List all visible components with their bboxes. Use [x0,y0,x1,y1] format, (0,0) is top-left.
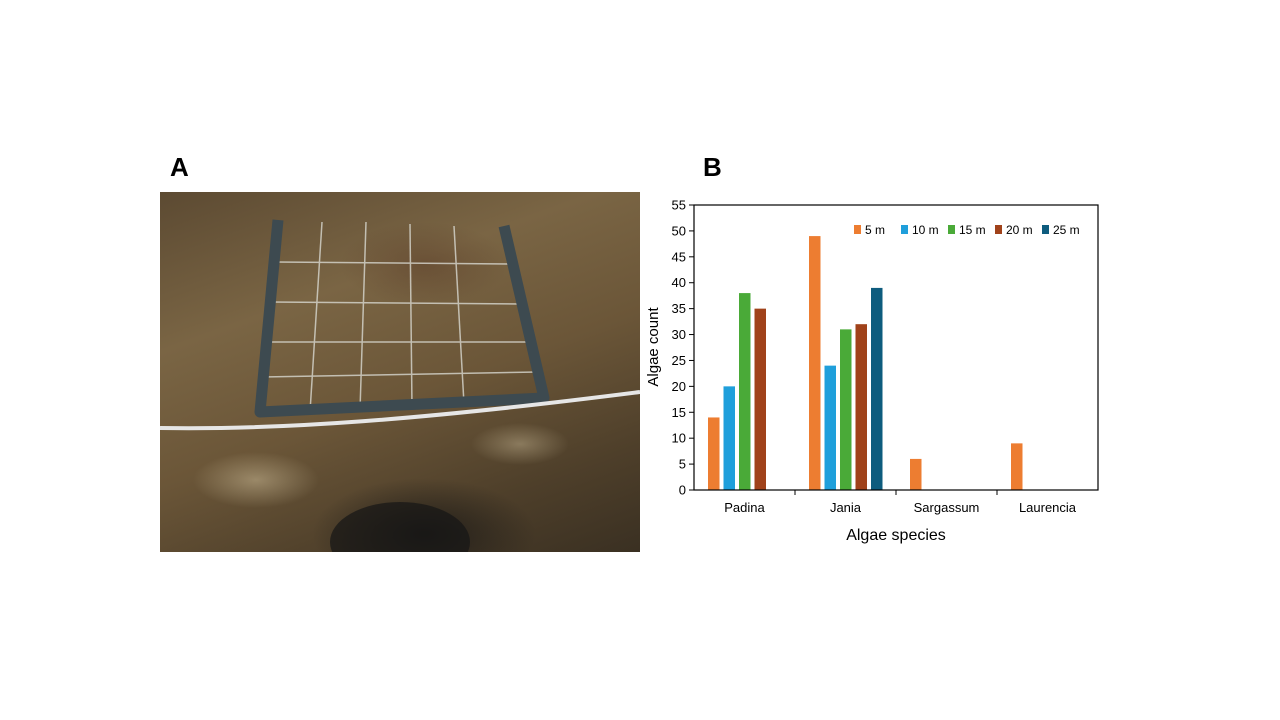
bar-jania-10m [824,365,836,490]
bar-padina-15m [739,293,751,490]
x-tick-label: Sargassum [914,500,980,515]
x-axis-label: Algae species [846,527,946,544]
y-axis-label: Algae count [645,307,662,387]
algae-bar-chart: 0 5 10 15 20 25 30 35 40 45 50 55 Padina Jania Sargas… [645,198,1099,544]
legend-label: 5 m [865,223,885,237]
legend-label: 20 m [1006,223,1033,237]
y-tick-label: 20 [672,379,686,394]
legend-label: 10 m [912,223,939,237]
bars [708,236,1023,490]
legend-swatch [854,225,861,234]
bar-sargassum-5m [910,458,922,490]
bar-jania-5m [809,236,821,490]
y-tick-label: 55 [672,198,686,213]
panel-label-a: A [170,152,189,182]
x-tick-label: Padina [724,500,765,515]
transect-rope [159,390,641,431]
quadrat-photo [159,192,641,582]
quadrat-frame [254,219,550,418]
y-tick-label: 30 [672,327,686,342]
bar-padina-20m [754,308,766,490]
y-axis-ticks: 0 5 10 15 20 25 30 35 40 45 50 55 [672,198,694,498]
y-tick-label: 5 [679,457,686,472]
plot-frame [693,204,1099,491]
bar-padina-5m [708,417,720,490]
x-axis-ticks: Padina Jania Sargassum Laurencia [724,490,1077,515]
y-tick-label: 0 [679,483,686,498]
bar-jania-25m [871,287,883,490]
quadrat-photo-drawing [159,219,641,582]
bar-laurencia-5m [1011,443,1023,490]
legend-swatch [901,225,908,234]
y-tick-label: 50 [672,223,686,238]
shadow [330,502,470,582]
legend-swatch [1042,225,1049,234]
y-tick-label: 25 [672,353,686,368]
x-tick-label: Jania [830,500,862,515]
bar-padina-10m [723,386,735,490]
legend-label: 15 m [959,223,986,237]
legend: 5 m 10 m 15 m 20 m 25 m [854,223,1080,237]
legend-swatch [948,225,955,234]
panel-label-b: B [703,152,722,182]
x-tick-label: Laurencia [1019,500,1077,515]
bar-jania-15m [840,329,852,490]
y-tick-label: 45 [672,249,686,264]
y-tick-label: 15 [672,405,686,420]
legend-label: 25 m [1053,223,1080,237]
y-tick-label: 35 [672,301,686,316]
quadrat-grid-lines [259,221,539,413]
legend-swatch [995,225,1002,234]
y-tick-label: 40 [672,275,686,290]
bar-jania-20m [855,324,867,490]
y-tick-label: 10 [672,431,686,446]
